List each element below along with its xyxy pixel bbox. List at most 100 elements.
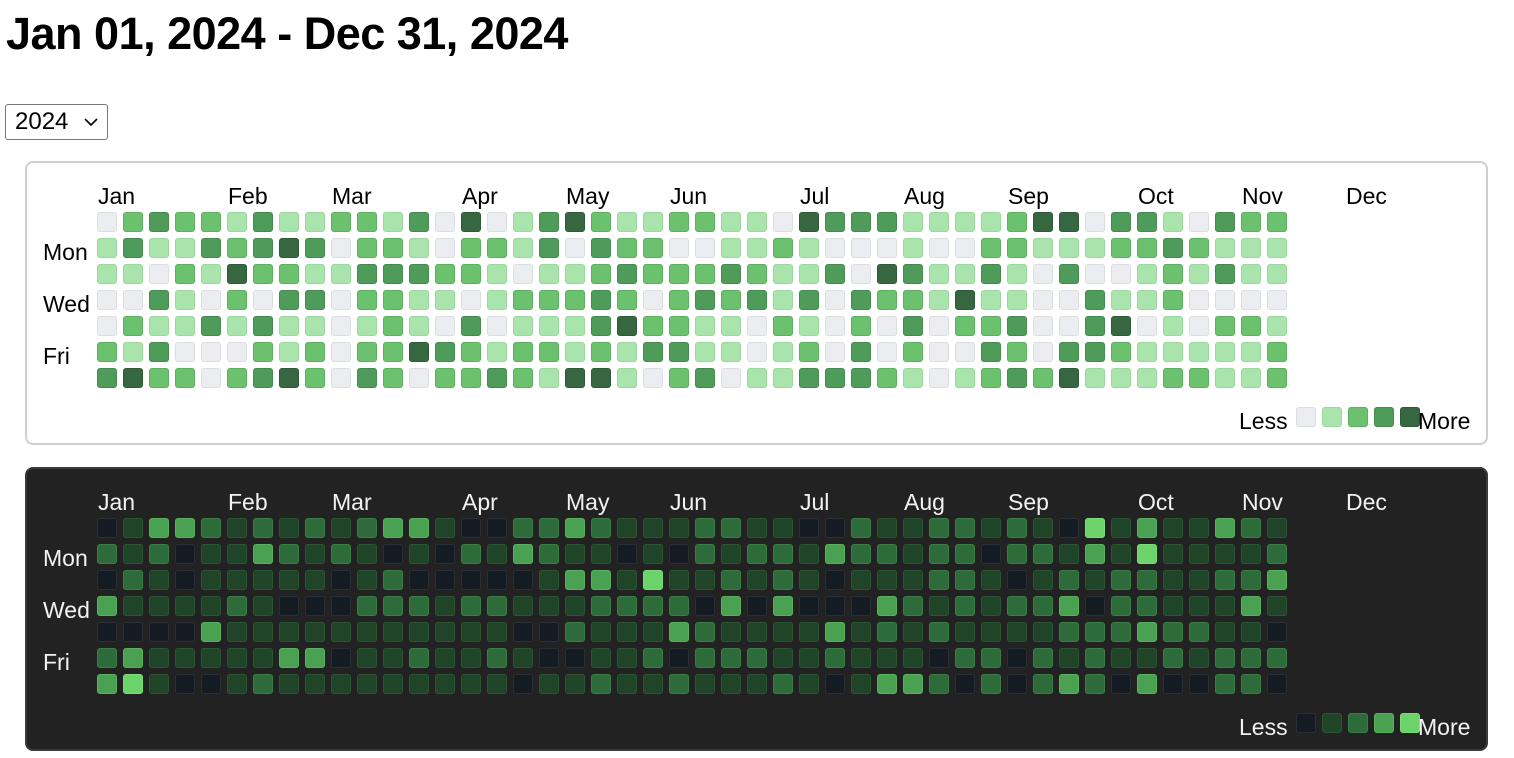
day-cell[interactable] [981,342,1001,362]
day-cell[interactable] [877,518,897,538]
day-cell[interactable] [1215,238,1235,258]
day-cell[interactable] [279,648,299,668]
day-cell[interactable] [669,648,689,668]
day-cell[interactable] [617,544,637,564]
day-cell[interactable] [1215,264,1235,284]
day-cell[interactable] [1267,368,1287,388]
day-cell[interactable] [591,518,611,538]
day-cell[interactable] [851,570,871,590]
day-cell[interactable] [929,622,949,642]
day-cell[interactable] [903,570,923,590]
day-cell[interactable] [1241,290,1261,310]
day-cell[interactable] [1033,264,1053,284]
day-cell[interactable] [929,212,949,232]
day-cell[interactable] [721,544,741,564]
day-cell[interactable] [825,264,845,284]
day-cell[interactable] [331,518,351,538]
day-cell[interactable] [383,570,403,590]
day-cell[interactable] [825,342,845,362]
day-cell[interactable] [227,674,247,694]
day-cell[interactable] [669,622,689,642]
day-cell[interactable] [747,518,767,538]
day-cell[interactable] [383,342,403,362]
day-cell[interactable] [903,264,923,284]
day-cell[interactable] [981,596,1001,616]
day-cell[interactable] [1007,596,1027,616]
day-cell[interactable] [695,290,715,310]
day-cell[interactable] [877,212,897,232]
day-cell[interactable] [1111,674,1131,694]
day-cell[interactable] [1033,622,1053,642]
day-cell[interactable] [1189,596,1209,616]
day-cell[interactable] [1111,264,1131,284]
day-cell[interactable] [1163,264,1183,284]
day-cell[interactable] [929,648,949,668]
day-cell[interactable] [461,648,481,668]
day-cell[interactable] [1215,518,1235,538]
day-cell[interactable] [695,622,715,642]
day-cell[interactable] [1267,212,1287,232]
day-cell[interactable] [903,238,923,258]
day-cell[interactable] [487,316,507,336]
day-cell[interactable] [1163,596,1183,616]
day-cell[interactable] [409,368,429,388]
day-cell[interactable] [1241,674,1261,694]
day-cell[interactable] [1163,212,1183,232]
day-cell[interactable] [357,596,377,616]
day-cell[interactable] [747,264,767,284]
day-cell[interactable] [201,212,221,232]
day-cell[interactable] [903,212,923,232]
day-cell[interactable] [383,544,403,564]
day-cell[interactable] [1215,648,1235,668]
day-cell[interactable] [1059,544,1079,564]
day-cell[interactable] [695,238,715,258]
day-cell[interactable] [435,596,455,616]
day-cell[interactable] [799,316,819,336]
day-cell[interactable] [929,518,949,538]
day-cell[interactable] [123,290,143,310]
day-cell[interactable] [201,596,221,616]
day-cell[interactable] [799,212,819,232]
day-cell[interactable] [331,212,351,232]
day-cell[interactable] [825,622,845,642]
day-cell[interactable] [409,212,429,232]
day-cell[interactable] [565,544,585,564]
day-cell[interactable] [1033,316,1053,336]
day-cell[interactable] [123,238,143,258]
day-cell[interactable] [1111,342,1131,362]
day-cell[interactable] [981,290,1001,310]
day-cell[interactable] [877,316,897,336]
day-cell[interactable] [825,290,845,310]
day-cell[interactable] [97,264,117,284]
day-cell[interactable] [1059,570,1079,590]
day-cell[interactable] [279,518,299,538]
day-cell[interactable] [1059,264,1079,284]
day-cell[interactable] [539,570,559,590]
day-cell[interactable] [513,290,533,310]
day-cell[interactable] [825,518,845,538]
day-cell[interactable] [721,570,741,590]
day-cell[interactable] [279,316,299,336]
day-cell[interactable] [201,622,221,642]
day-cell[interactable] [773,290,793,310]
day-cell[interactable] [97,570,117,590]
day-cell[interactable] [435,570,455,590]
day-cell[interactable] [903,674,923,694]
day-cell[interactable] [565,570,585,590]
day-cell[interactable] [513,674,533,694]
day-cell[interactable] [1111,622,1131,642]
day-cell[interactable] [1033,648,1053,668]
day-cell[interactable] [721,264,741,284]
day-cell[interactable] [227,290,247,310]
day-cell[interactable] [591,212,611,232]
day-cell[interactable] [357,570,377,590]
day-cell[interactable] [175,342,195,362]
day-cell[interactable] [357,264,377,284]
day-cell[interactable] [253,596,273,616]
day-cell[interactable] [695,368,715,388]
day-cell[interactable] [773,238,793,258]
day-cell[interactable] [279,264,299,284]
day-cell[interactable] [747,570,767,590]
day-cell[interactable] [981,238,1001,258]
day-cell[interactable] [201,674,221,694]
